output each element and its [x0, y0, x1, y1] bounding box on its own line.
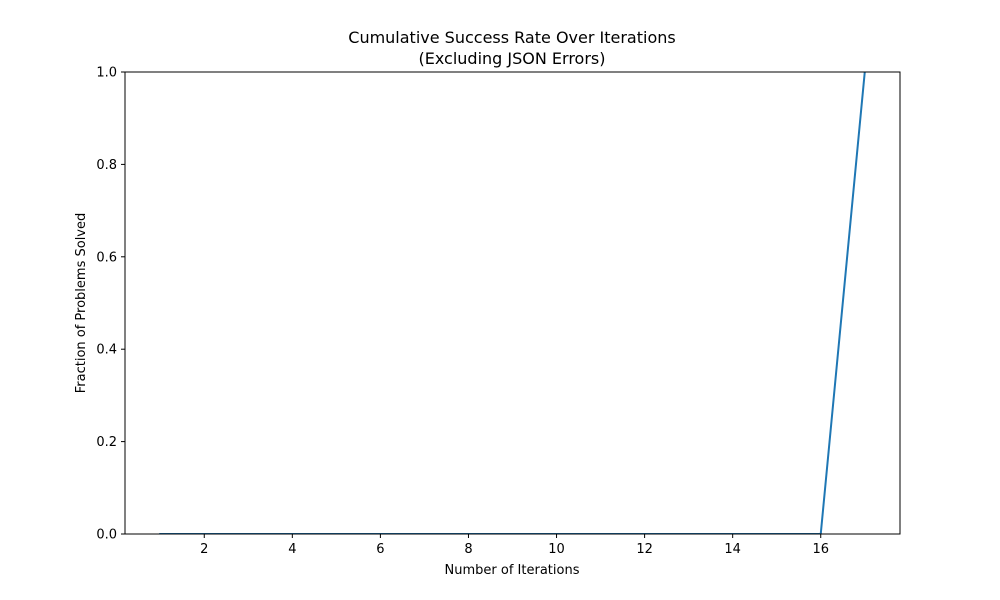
- chart-title: Cumulative Success Rate Over Iterations: [348, 28, 675, 47]
- y-tick-label: 0.2: [96, 435, 117, 450]
- y-tick-label: 0.8: [96, 158, 117, 173]
- y-tick-label: 0.4: [96, 343, 117, 358]
- plot-frame: [124, 71, 901, 535]
- y-axis: 0.0 0.2 0.4 0.6 0.8 1.0: [96, 66, 125, 543]
- y-tick-label: 0.0: [96, 528, 117, 543]
- x-tick-label: 2: [200, 542, 208, 557]
- x-axis: 2 4 6 8 10 12 14 16: [200, 534, 829, 557]
- x-tick-label: 4: [288, 542, 296, 557]
- y-tick-label: 0.6: [96, 250, 117, 265]
- y-tick-label: 1.0: [96, 66, 117, 81]
- x-tick-label: 8: [464, 542, 472, 557]
- y-axis-label: Fraction of Problems Solved: [74, 213, 89, 394]
- x-tick-label: 6: [376, 542, 384, 557]
- x-axis-label: Number of Iterations: [445, 563, 580, 578]
- chart-subtitle: (Excluding JSON Errors): [418, 49, 605, 68]
- x-tick-label: 12: [636, 542, 653, 557]
- x-tick-label: 16: [812, 542, 829, 557]
- series-line-1: [159, 72, 866, 534]
- x-tick-label: 14: [724, 542, 741, 557]
- x-tick-label: 10: [548, 542, 565, 557]
- plot-area: [159, 72, 866, 534]
